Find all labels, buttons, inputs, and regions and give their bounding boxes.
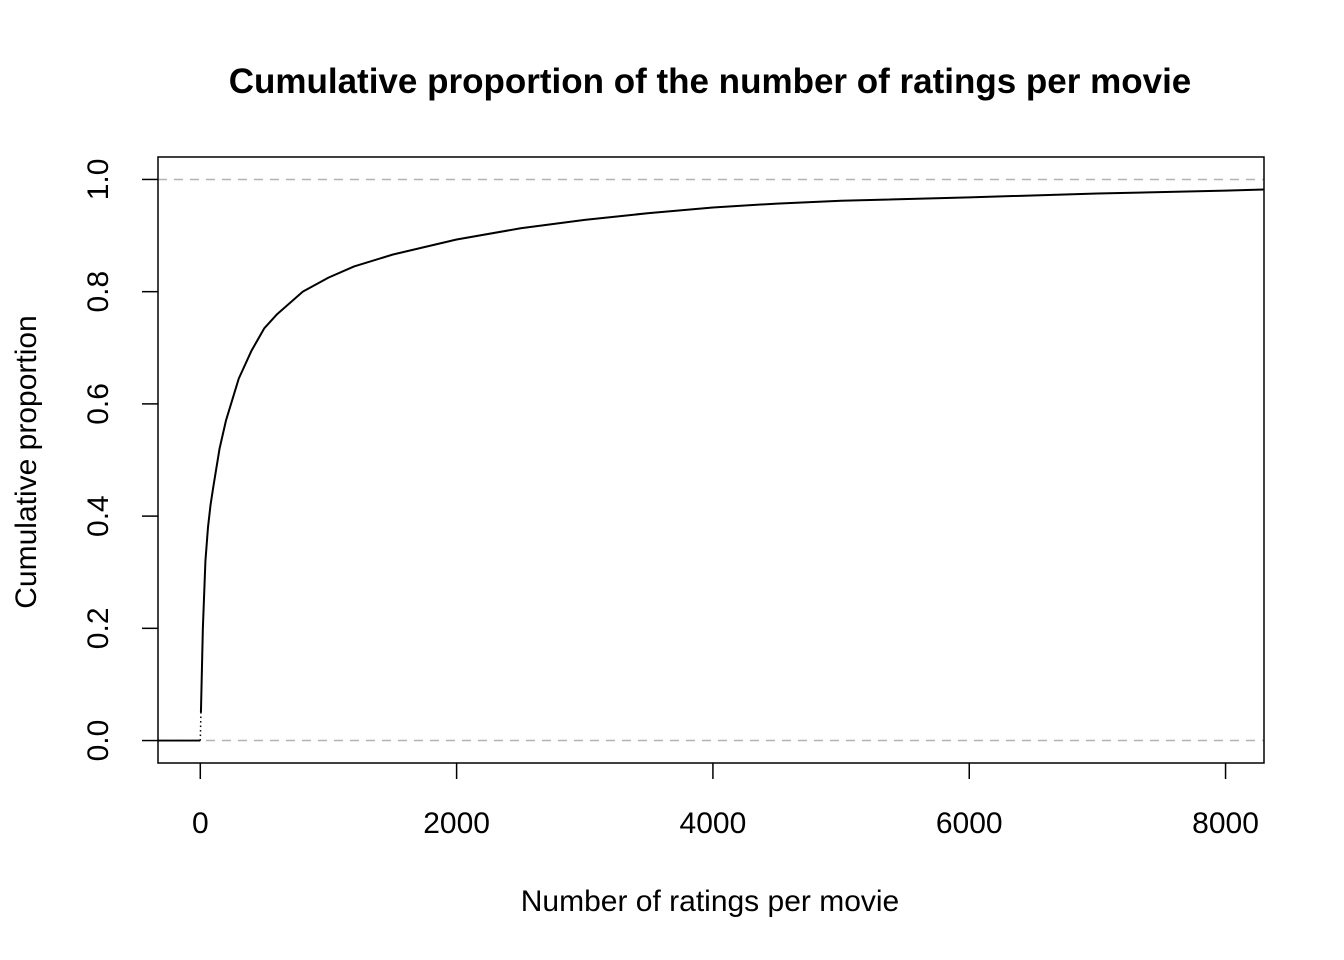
plot-area <box>158 178 1265 742</box>
y-tick-label-1: 0.2 <box>82 607 115 649</box>
y-axis-label: Cumulative proportion <box>10 315 43 608</box>
x-axis-label: Number of ratings per movie <box>521 885 900 918</box>
y-tick-label-4: 0.8 <box>82 271 115 313</box>
x-tick-label-3: 6000 <box>936 807 1003 840</box>
x-tick-label-1: 2000 <box>423 807 490 840</box>
series-0-jump <box>199 712 202 741</box>
x-tick-label-0: 0 <box>192 807 209 840</box>
plot-frame <box>157 156 1265 764</box>
x-tick-label-2: 4000 <box>680 807 747 840</box>
x-axis: 0 2000 4000 6000 8000 <box>192 763 1259 840</box>
y-tick-label-5: 1.0 <box>82 159 115 201</box>
chart-title: Cumulative proportion of the number of r… <box>229 62 1192 101</box>
y-tick-label-2: 0.4 <box>82 495 115 537</box>
y-tick-label-0: 0.0 <box>82 720 115 762</box>
series-0-line <box>199 188 1265 713</box>
x-tick-label-4: 8000 <box>1192 807 1259 840</box>
y-axis: 0.0 0.2 0.4 0.6 0.8 1.0 <box>82 159 158 762</box>
y-tick-label-3: 0.6 <box>82 383 115 425</box>
